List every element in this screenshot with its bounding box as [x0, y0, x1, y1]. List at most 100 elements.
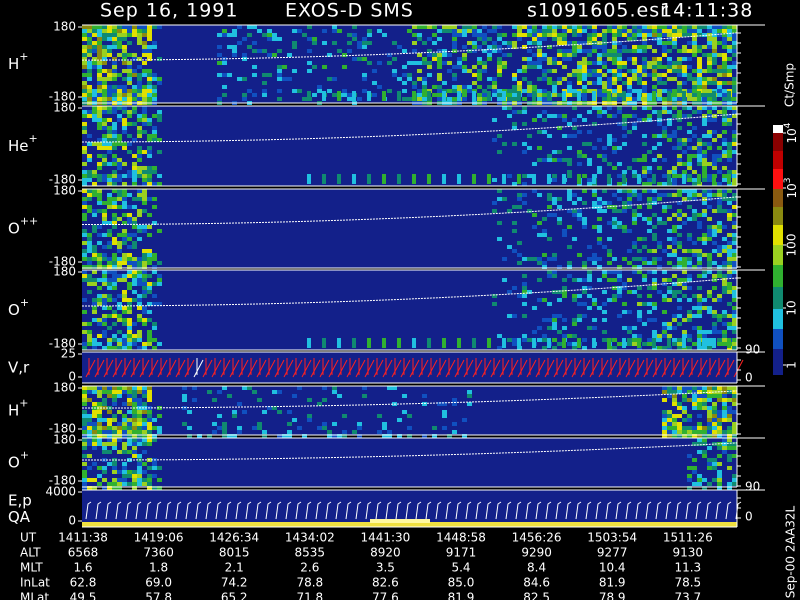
spec-cell — [107, 73, 112, 77]
spec-cell — [527, 57, 532, 61]
spec-cell — [732, 394, 737, 398]
spec-cell — [617, 286, 622, 290]
spec-cell — [632, 217, 637, 221]
spec-cell — [82, 486, 87, 490]
spec-cell — [147, 474, 152, 478]
spec-cell — [582, 41, 587, 45]
spec-cell — [112, 65, 117, 69]
spec-cell — [462, 418, 467, 422]
spec-cell — [82, 265, 87, 269]
spec-cell — [712, 386, 717, 390]
spec-cell — [732, 205, 737, 209]
spec-cell — [672, 237, 677, 241]
spec-cell — [727, 466, 732, 470]
spec-cell — [697, 57, 702, 61]
spec-cell — [97, 41, 102, 45]
spec-cell — [147, 257, 152, 261]
cell: 82.5 — [523, 591, 550, 600]
spec-cell — [117, 422, 122, 426]
spec-cell — [407, 97, 412, 101]
spec-cell — [732, 482, 737, 486]
spec-cell — [727, 398, 732, 402]
spec-cell — [82, 446, 87, 450]
spec-cell — [427, 53, 432, 57]
spec-cell — [672, 318, 677, 322]
cb-seg — [773, 349, 783, 375]
spec-cell — [597, 93, 602, 97]
spec-cell — [97, 189, 102, 193]
spec-cell — [597, 201, 602, 205]
spec-cell — [217, 33, 222, 37]
spec-cell — [727, 45, 732, 49]
label-sup: + — [20, 449, 29, 462]
spec-cell — [257, 29, 262, 33]
spec-cell — [577, 150, 582, 154]
spec-cell — [722, 29, 727, 33]
spec-cell — [122, 233, 127, 237]
spec-cell — [152, 486, 157, 490]
spec-cell — [727, 458, 732, 462]
spec-cell — [252, 73, 257, 77]
spec-cell — [427, 73, 432, 77]
spec-cell — [587, 182, 592, 186]
spec-cell — [107, 174, 112, 178]
spec-cell — [132, 221, 137, 225]
spec-cell — [732, 298, 737, 302]
velocity-trace — [139, 358, 150, 378]
spec-cell — [647, 33, 652, 37]
spec-cell — [542, 118, 547, 122]
spec-cell — [717, 418, 722, 422]
spec-cell — [92, 65, 97, 69]
energy-trace — [95, 501, 102, 520]
spec-cell — [147, 213, 152, 217]
spec-cell — [662, 89, 667, 93]
spec-cell — [547, 193, 552, 197]
spec-cell — [702, 241, 707, 245]
spec-cell — [607, 270, 612, 274]
spec-cell — [102, 209, 107, 213]
spec-cell — [562, 326, 567, 330]
energy-trace — [665, 501, 672, 520]
spec-cell — [732, 174, 737, 178]
spec-cell — [632, 49, 637, 53]
spec-cell — [647, 65, 652, 69]
spec-cell — [697, 65, 702, 69]
spec-cell — [712, 233, 717, 237]
spec-cell — [607, 49, 612, 53]
spec-cell — [452, 33, 457, 37]
spec-cell — [692, 49, 697, 53]
spec-cell — [652, 249, 657, 253]
spec-streak — [412, 91, 416, 101]
spec-cell — [142, 426, 147, 430]
spec-cell — [657, 41, 662, 45]
spec-cell — [707, 458, 712, 462]
spec-cell — [492, 25, 497, 29]
spec-cell — [622, 286, 627, 290]
spec-cell — [582, 201, 587, 205]
spec-cell — [652, 233, 657, 237]
spec-cell — [552, 346, 557, 350]
spec-cell — [112, 338, 117, 342]
spec-cell — [647, 150, 652, 154]
footer-table: UT 1411:38 1419:06 1426:34 1434:02 1441:30 144… — [20, 531, 713, 600]
spec-cell — [442, 414, 447, 418]
velocity-trace — [157, 358, 168, 378]
spec-cell — [467, 390, 472, 394]
spec-cell — [552, 114, 557, 118]
spec-cell — [522, 106, 527, 110]
spec-cell — [137, 93, 142, 97]
spec-cell — [547, 25, 552, 29]
cb-seg — [773, 309, 783, 329]
spec-cell — [662, 33, 667, 37]
spec-cell — [157, 138, 162, 142]
spec-cell — [87, 197, 92, 201]
spec-cell — [137, 482, 142, 486]
spec-cell — [577, 162, 582, 166]
spec-cell — [92, 229, 97, 233]
spec-cell — [617, 41, 622, 45]
spec-cell — [627, 249, 632, 253]
spec-cell — [487, 45, 492, 49]
spec-cell — [587, 130, 592, 134]
spec-cell — [642, 65, 647, 69]
spec-cell — [87, 486, 92, 490]
